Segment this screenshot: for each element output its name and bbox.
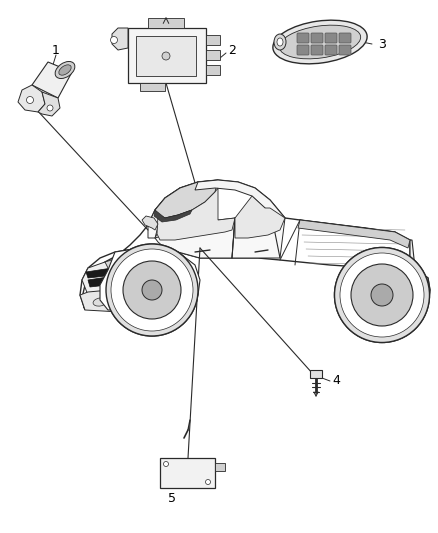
- Text: 2: 2: [228, 44, 236, 56]
- Polygon shape: [157, 188, 235, 240]
- Polygon shape: [298, 220, 410, 248]
- Polygon shape: [235, 196, 285, 238]
- Bar: [136, 36, 196, 76]
- Ellipse shape: [142, 280, 162, 300]
- Ellipse shape: [142, 280, 162, 300]
- Ellipse shape: [351, 264, 413, 326]
- Polygon shape: [82, 262, 118, 300]
- Ellipse shape: [340, 253, 424, 337]
- Ellipse shape: [277, 38, 283, 46]
- Ellipse shape: [273, 20, 367, 64]
- FancyBboxPatch shape: [339, 33, 351, 43]
- Polygon shape: [148, 182, 198, 238]
- Ellipse shape: [381, 277, 399, 299]
- Ellipse shape: [93, 298, 107, 306]
- Polygon shape: [155, 180, 218, 218]
- Text: 4: 4: [332, 374, 340, 386]
- Ellipse shape: [371, 284, 393, 306]
- Bar: [206, 50, 220, 60]
- Polygon shape: [142, 216, 158, 230]
- FancyBboxPatch shape: [311, 45, 323, 55]
- Bar: [160, 458, 215, 488]
- Polygon shape: [232, 208, 285, 258]
- Ellipse shape: [111, 249, 193, 331]
- Polygon shape: [154, 210, 192, 222]
- Polygon shape: [105, 258, 130, 275]
- FancyBboxPatch shape: [311, 33, 323, 43]
- FancyBboxPatch shape: [325, 45, 337, 55]
- Ellipse shape: [106, 244, 198, 336]
- Ellipse shape: [47, 105, 53, 111]
- Polygon shape: [195, 180, 285, 220]
- FancyBboxPatch shape: [325, 33, 337, 43]
- Bar: [310, 370, 322, 378]
- Ellipse shape: [110, 36, 117, 44]
- Ellipse shape: [123, 261, 181, 319]
- Bar: [128, 28, 206, 83]
- Ellipse shape: [55, 61, 75, 78]
- Polygon shape: [80, 290, 130, 312]
- Polygon shape: [38, 92, 60, 116]
- Ellipse shape: [59, 65, 71, 75]
- Polygon shape: [32, 62, 72, 98]
- Ellipse shape: [106, 244, 198, 336]
- Text: 1: 1: [52, 44, 60, 56]
- Ellipse shape: [279, 25, 360, 59]
- Ellipse shape: [371, 284, 393, 306]
- Polygon shape: [86, 268, 115, 278]
- Ellipse shape: [163, 462, 169, 466]
- Ellipse shape: [335, 247, 430, 343]
- Polygon shape: [18, 85, 45, 112]
- Ellipse shape: [340, 253, 424, 337]
- Ellipse shape: [351, 264, 413, 326]
- FancyBboxPatch shape: [297, 33, 309, 43]
- Ellipse shape: [335, 247, 430, 343]
- Ellipse shape: [111, 249, 193, 331]
- Ellipse shape: [205, 480, 211, 484]
- Polygon shape: [88, 276, 116, 287]
- Bar: [206, 65, 220, 75]
- FancyBboxPatch shape: [339, 45, 351, 55]
- Polygon shape: [100, 248, 200, 310]
- Polygon shape: [410, 240, 430, 318]
- Bar: [215, 463, 225, 471]
- Polygon shape: [338, 265, 428, 315]
- Text: 3: 3: [378, 38, 386, 52]
- Polygon shape: [80, 180, 430, 318]
- Ellipse shape: [27, 96, 33, 103]
- Ellipse shape: [162, 52, 170, 60]
- Ellipse shape: [123, 261, 181, 319]
- Polygon shape: [155, 218, 235, 258]
- Bar: [206, 35, 220, 45]
- Polygon shape: [112, 28, 128, 50]
- FancyBboxPatch shape: [297, 45, 309, 55]
- Text: 5: 5: [168, 492, 176, 505]
- Bar: [140, 83, 165, 91]
- Ellipse shape: [274, 34, 286, 50]
- Bar: [148, 18, 184, 28]
